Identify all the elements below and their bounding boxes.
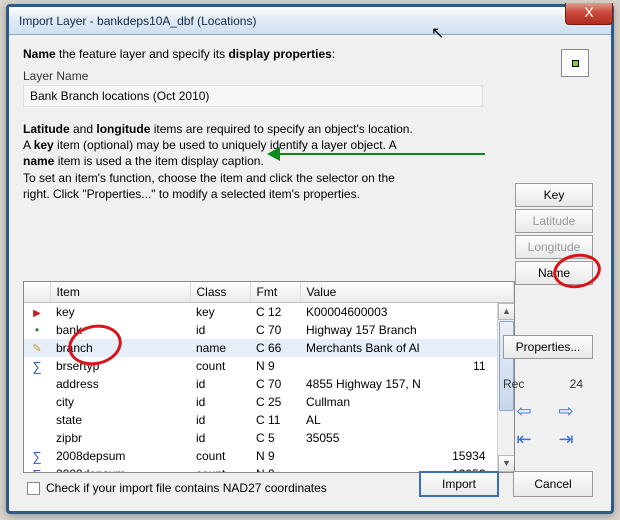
row-icon: ∑: [24, 447, 50, 465]
name-button[interactable]: Name: [515, 261, 593, 285]
close-button[interactable]: X: [565, 3, 613, 25]
scroll-down-icon[interactable]: ▼: [498, 455, 515, 472]
cell-value: Cullman: [300, 393, 514, 411]
dialog-content: Name the feature layer and specify its d…: [9, 35, 611, 511]
cell-fmt: C 70: [250, 375, 300, 393]
col-item[interactable]: Item: [50, 282, 190, 303]
row-icon: ▶: [24, 303, 50, 322]
description-text: Latitude and longitude items are require…: [23, 121, 493, 202]
nad27-checkbox-row[interactable]: Check if your import file contains NAD27…: [27, 481, 327, 495]
cell-value: 4855 Highway 157, N: [300, 375, 514, 393]
prev-icon[interactable]: ⇦: [510, 401, 538, 423]
table-row[interactable]: •bankidC 70Highway 157 Branch: [24, 321, 514, 339]
col-class[interactable]: Class: [190, 282, 250, 303]
preview-swatch[interactable]: [561, 49, 589, 77]
cell-fmt: N 9: [250, 357, 300, 375]
col-fmt[interactable]: Fmt: [250, 282, 300, 303]
cell-item: address: [50, 375, 190, 393]
row-icon: [24, 429, 50, 447]
nad27-checkbox[interactable]: [27, 482, 40, 495]
first-icon[interactable]: ⇤: [510, 429, 538, 451]
cell-item: 2009depsum: [50, 465, 190, 473]
cell-item: zipbr: [50, 429, 190, 447]
window-title: Import Layer - bankdeps10A_dbf (Location…: [19, 14, 256, 28]
cell-class: count: [190, 465, 250, 473]
cell-item: brsertyp: [50, 357, 190, 375]
cell-value: 11: [300, 357, 514, 375]
items-table-container: Item Class Fmt Value ▶keykeyC 12K0000460…: [23, 281, 515, 473]
table-row[interactable]: stateidC 11AL: [24, 411, 514, 429]
col-value[interactable]: Value: [300, 282, 514, 303]
row-icon: •: [24, 321, 50, 339]
cell-class: id: [190, 375, 250, 393]
cell-item: bank: [50, 321, 190, 339]
key-button[interactable]: Key: [515, 183, 593, 207]
cell-item: state: [50, 411, 190, 429]
cell-value: Merchants Bank of Al: [300, 339, 514, 357]
cell-class: id: [190, 429, 250, 447]
col-icon[interactable]: [24, 282, 50, 303]
cell-fmt: C 11: [250, 411, 300, 429]
items-table[interactable]: Item Class Fmt Value ▶keykeyC 12K0000460…: [24, 282, 514, 473]
cell-value: Highway 157 Branch: [300, 321, 514, 339]
cell-fmt: C 25: [250, 393, 300, 411]
table-row[interactable]: ✎branchnameC 66Merchants Bank of Al: [24, 339, 514, 357]
layer-name-label: Layer Name: [23, 69, 597, 83]
cell-class: name: [190, 339, 250, 357]
dialog-window: Import Layer - bankdeps10A_dbf (Location…: [6, 4, 614, 514]
row-icon: [24, 393, 50, 411]
cancel-button[interactable]: Cancel: [513, 471, 593, 497]
cell-fmt: C 12: [250, 303, 300, 322]
cell-value: 15934: [300, 447, 514, 465]
cell-value: K00004600003: [300, 303, 514, 322]
row-icon: [24, 411, 50, 429]
next-icon[interactable]: ⇨: [552, 401, 580, 423]
cell-class: count: [190, 357, 250, 375]
dialog-buttons: Import Cancel: [419, 471, 593, 497]
cell-fmt: N 9: [250, 465, 300, 473]
table-row[interactable]: ∑brsertypcountN 911: [24, 357, 514, 375]
latitude-button[interactable]: Latitude: [515, 209, 593, 233]
table-row[interactable]: ∑2008depsumcountN 915934: [24, 447, 514, 465]
cell-class: id: [190, 321, 250, 339]
titlebar[interactable]: Import Layer - bankdeps10A_dbf (Location…: [9, 7, 611, 35]
cell-item: 2008depsum: [50, 447, 190, 465]
cell-item: branch: [50, 339, 190, 357]
cell-value: 35055: [300, 429, 514, 447]
row-icon: ∑: [24, 357, 50, 375]
cell-fmt: C 5: [250, 429, 300, 447]
cell-fmt: C 66: [250, 339, 300, 357]
import-button[interactable]: Import: [419, 471, 499, 497]
record-nav: ⇦ ⇨ ⇤ ⇥: [503, 401, 587, 457]
longitude-button[interactable]: Longitude: [515, 235, 593, 259]
last-icon[interactable]: ⇥: [552, 429, 580, 451]
scroll-up-icon[interactable]: ▲: [498, 303, 515, 320]
cell-fmt: N 9: [250, 447, 300, 465]
cell-class: key: [190, 303, 250, 322]
cell-fmt: C 70: [250, 321, 300, 339]
table-row[interactable]: ▶keykeyC 12K00004600003: [24, 303, 514, 322]
cell-class: id: [190, 411, 250, 429]
table-row[interactable]: cityidC 25Cullman: [24, 393, 514, 411]
nad27-label: Check if your import file contains NAD27…: [46, 481, 327, 495]
cell-item: key: [50, 303, 190, 322]
cell-class: count: [190, 447, 250, 465]
cell-value: AL: [300, 411, 514, 429]
selector-buttons: Key Latitude Longitude Name: [515, 183, 593, 287]
table-row[interactable]: addressidC 704855 Highway 157, N: [24, 375, 514, 393]
layer-name-input[interactable]: [23, 85, 483, 107]
cell-item: city: [50, 393, 190, 411]
row-icon: [24, 375, 50, 393]
heading: Name the feature layer and specify its d…: [23, 47, 597, 61]
annotation-arrow: [280, 153, 485, 155]
row-icon: ✎: [24, 339, 50, 357]
table-row[interactable]: zipbridC 535055: [24, 429, 514, 447]
record-indicator: Rec24: [503, 377, 583, 391]
properties-button[interactable]: Properties...: [503, 335, 593, 359]
cell-class: id: [190, 393, 250, 411]
row-icon: ∑: [24, 465, 50, 473]
